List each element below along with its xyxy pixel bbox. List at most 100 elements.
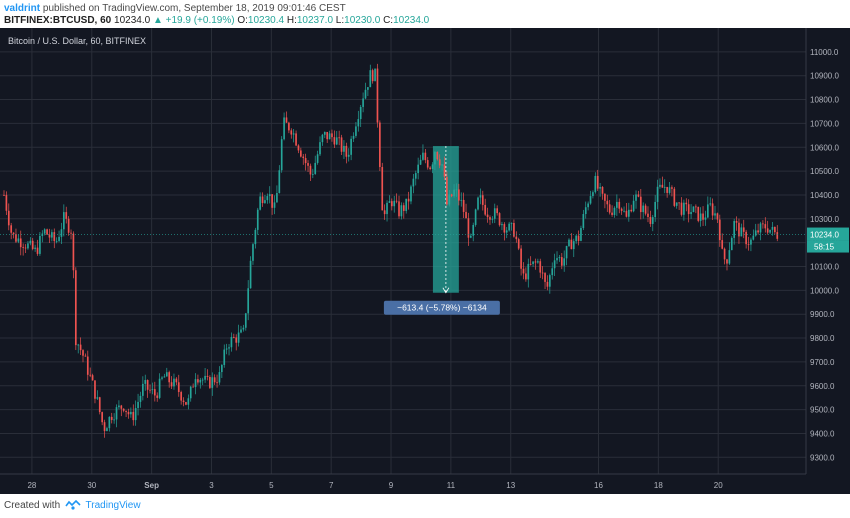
y-tick-label: 10100.0 [810,263,839,272]
candle-body [647,213,649,218]
candle-body [328,133,331,140]
candle-body [359,106,362,120]
candle-body [309,165,312,175]
candle-body [314,162,317,174]
y-tick-label: 9300.0 [810,453,835,462]
candle-body [661,184,664,188]
candle-body [774,226,776,233]
candle-body [489,217,491,220]
ohlc-close: 10234.0 [393,15,430,26]
candle-body [395,200,398,202]
candle-body [223,349,226,365]
candle-body [709,203,712,205]
candle-body [101,412,103,423]
x-tick-label: Sep [144,481,159,490]
candle-body [103,422,106,432]
candle-body [754,230,757,236]
candle-body [244,313,247,328]
candle-body [639,196,642,213]
chart-area[interactable]: −613.4 (−5.78%) −6134 11000.0 10900.0 1080… [0,28,850,494]
candle-body [766,228,769,233]
candle-body [723,248,726,260]
candle-body [702,213,704,220]
candle-body [458,189,460,201]
tradingview-brand-link[interactable]: TradingView [85,500,141,511]
candle-body [276,192,278,203]
y-tick-label: 9600.0 [810,382,835,391]
change-value: ▲ +19.9 (+0.19%) [152,15,235,26]
candle-body [537,261,539,263]
candle-body [551,268,554,276]
candle-body [486,214,489,218]
candle-body [355,126,357,136]
candle-body [735,221,738,223]
price-chart[interactable]: −613.4 (−5.78%) −6134 11000.0 10900.0 1080… [0,28,850,494]
candle-body [27,243,29,249]
candle-body [436,151,439,160]
candle-body [268,194,271,197]
candle-body [462,199,465,212]
candle-body [271,194,273,208]
candle-body [94,380,96,399]
candle-body [201,379,204,381]
candle-body [671,187,673,189]
candle-body [752,235,755,240]
candle-body [319,142,321,155]
candle-body [513,223,515,237]
candle-body [60,229,63,237]
y-tick-label: 9500.0 [810,406,835,415]
candle-body [367,87,369,90]
candle-body [455,189,458,191]
x-tick-label: 28 [27,481,36,490]
candle-body [189,386,192,399]
candle-body [259,196,261,210]
candle-body [584,207,587,215]
author-link[interactable]: valdrint [4,3,41,14]
candle-body [726,259,728,264]
candle-body [295,133,297,146]
candle-body [369,70,372,88]
candle-body [718,219,721,241]
candle-body [46,229,48,235]
candle-body [180,392,182,401]
candle-body [127,411,130,415]
candle-body [288,122,290,131]
candle-body [43,229,46,234]
candle-body [565,246,568,259]
candle-body [218,372,221,383]
candle-body [264,200,266,204]
candle-body [165,372,168,377]
candle-body [146,380,149,390]
candle-body [611,212,613,215]
candle-body [649,217,652,224]
candle-body [283,117,285,140]
countdown-box [807,240,849,253]
candle-body [443,164,446,177]
candle-body [656,186,659,202]
candle-body [19,238,22,248]
candle-body [182,400,185,403]
candle-body [398,201,400,217]
candle-body [383,210,386,215]
candle-body [484,204,487,215]
candle-body [247,288,250,314]
ohlc-high: 10237.0 [296,15,334,26]
candle-body [740,227,743,237]
candle-body [254,229,257,245]
candle-body [347,154,350,157]
x-tick-label: 18 [654,481,663,490]
candle-body [481,195,484,205]
candle-body [687,204,690,215]
candle-body [771,226,774,230]
candle-body [613,207,616,215]
candle-body [596,175,599,189]
candle-body [422,152,424,160]
candle-body [594,175,597,193]
last-price-label: 10234.0 [810,231,839,240]
candles [3,63,779,438]
candle-body [22,247,24,248]
candle-body [616,201,618,208]
x-tick-label: 30 [87,481,96,490]
candle-body [668,187,671,193]
candle-body [74,270,77,346]
